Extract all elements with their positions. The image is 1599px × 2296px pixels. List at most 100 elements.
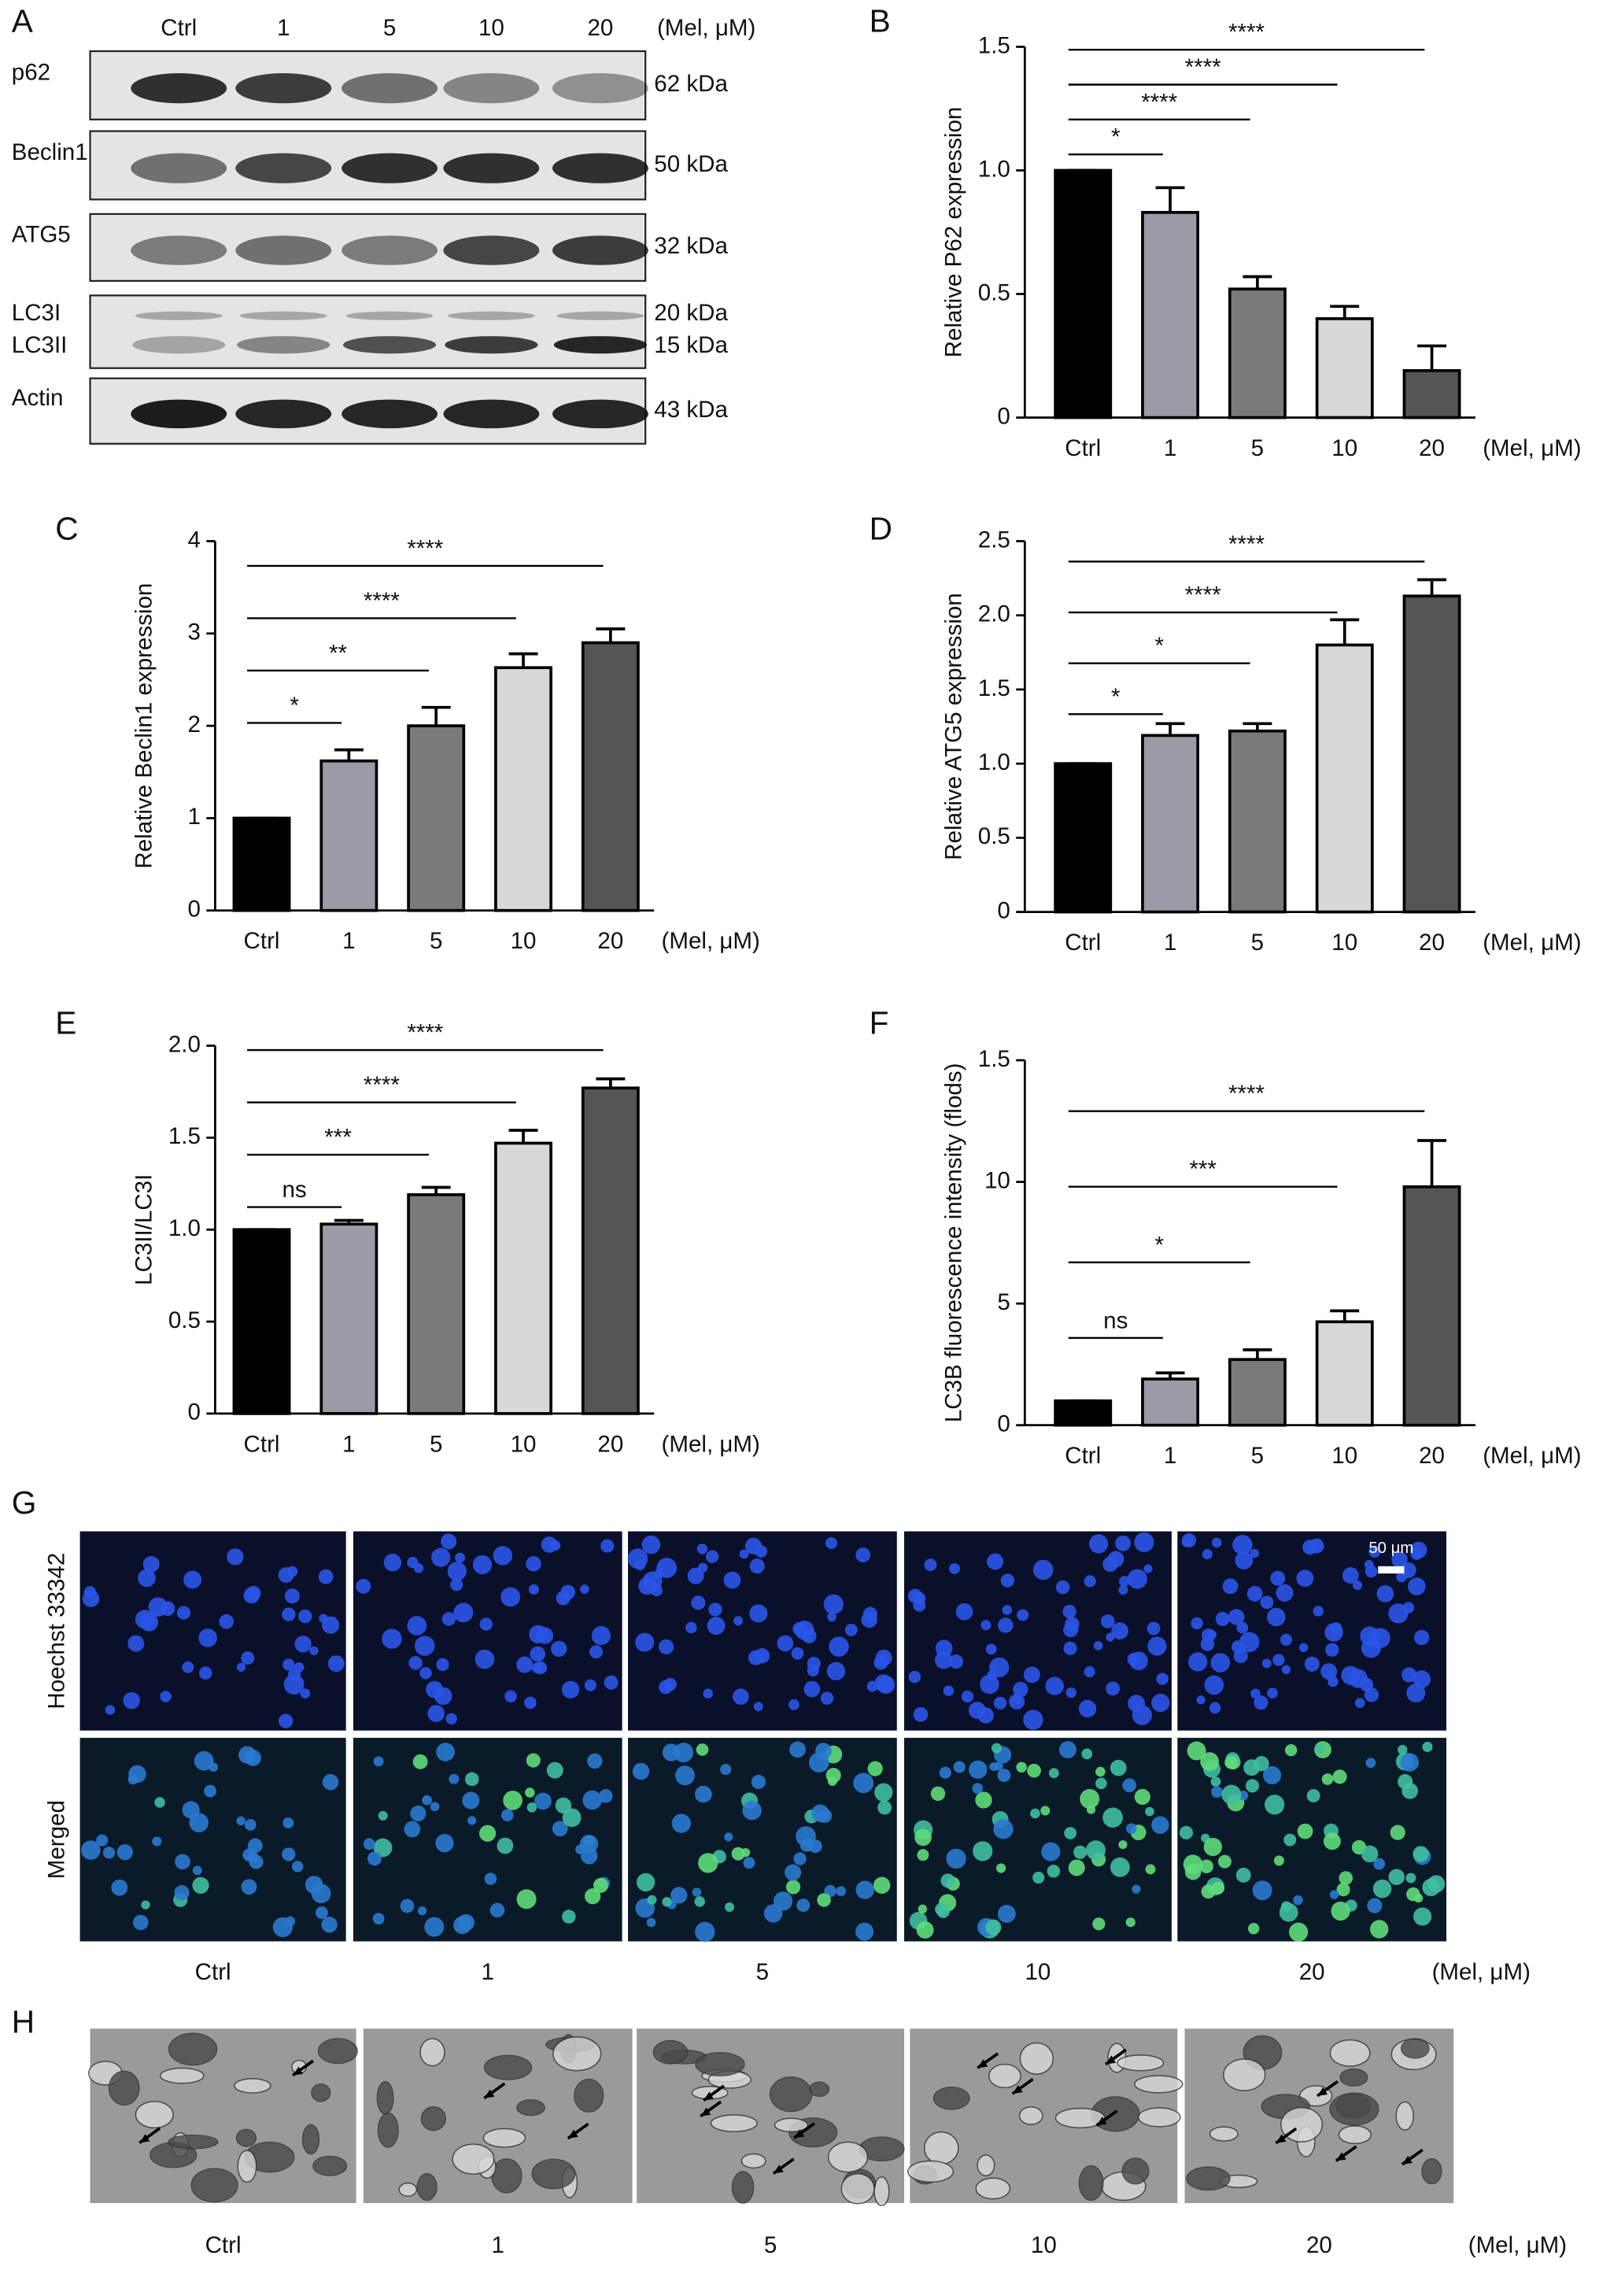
organelle bbox=[1400, 2038, 1430, 2059]
cell-nucleus bbox=[913, 1706, 929, 1722]
y-tick-label: 0.5 bbox=[168, 1307, 201, 1333]
organelle bbox=[317, 2038, 358, 2065]
cell-nucleus bbox=[462, 1791, 480, 1810]
cell-nucleus bbox=[985, 1919, 1002, 1936]
cell-nucleus bbox=[723, 1571, 741, 1589]
cell-nucleus bbox=[641, 1535, 661, 1555]
y-tick-label: 0.5 bbox=[978, 823, 1010, 849]
y-tick-label: 0 bbox=[997, 1411, 1010, 1436]
cell-nucleus bbox=[1354, 1698, 1365, 1708]
cell-nucleus bbox=[419, 1666, 432, 1680]
unit-label: (Mel, μM) bbox=[1432, 1959, 1531, 1985]
organelle bbox=[516, 2099, 545, 2117]
micrograph bbox=[628, 1737, 897, 1943]
cell-nucleus bbox=[133, 1914, 149, 1931]
x-tick-label: 1 bbox=[1164, 1443, 1176, 1469]
x-tick-label: 5 bbox=[1251, 435, 1264, 461]
organelle bbox=[1137, 2107, 1181, 2128]
cell-nucleus bbox=[692, 1887, 702, 1897]
cell-nucleus bbox=[658, 1639, 674, 1655]
cell-nucleus bbox=[142, 1555, 160, 1573]
cell-nucleus bbox=[1119, 1576, 1130, 1587]
organelle bbox=[1186, 2166, 1231, 2191]
bar bbox=[494, 666, 552, 912]
cell-nucleus bbox=[1128, 1695, 1146, 1713]
organelle bbox=[809, 2081, 830, 2097]
lane-label: 1 bbox=[277, 15, 290, 41]
cell-nucleus bbox=[1118, 1840, 1128, 1850]
cell-nucleus bbox=[1427, 1875, 1446, 1893]
cell-nucleus bbox=[694, 1785, 712, 1803]
y-tick-label: 1.5 bbox=[978, 675, 1010, 701]
significance-label: * bbox=[1154, 1232, 1164, 1258]
cell-nucleus bbox=[687, 1567, 704, 1584]
cell-nucleus bbox=[1306, 1788, 1320, 1802]
cell-nucleus bbox=[875, 1649, 892, 1666]
cell-nucleus bbox=[298, 1609, 312, 1624]
x-tick-label: 10 bbox=[1331, 930, 1357, 956]
cell-nucleus bbox=[1336, 1883, 1350, 1897]
cell-nucleus bbox=[674, 1743, 694, 1762]
protein-label: ATG5 bbox=[12, 221, 71, 247]
blot-band bbox=[447, 311, 535, 320]
cell-nucleus bbox=[636, 1873, 655, 1892]
cell-nucleus bbox=[1373, 1858, 1386, 1870]
blot-band bbox=[553, 336, 648, 354]
cell-nucleus bbox=[562, 1910, 576, 1924]
cell-nucleus bbox=[696, 1743, 709, 1756]
organelle bbox=[975, 2177, 1011, 2200]
cell-nucleus bbox=[1196, 1695, 1206, 1705]
cell-nucleus bbox=[980, 1620, 992, 1631]
cell-nucleus bbox=[427, 1705, 445, 1722]
cell-nucleus bbox=[356, 1578, 371, 1594]
cell-nucleus bbox=[1200, 1637, 1215, 1651]
row-label: Hoechst 33342 bbox=[44, 1553, 70, 1710]
cell-nucleus bbox=[1199, 1859, 1213, 1873]
cell-nucleus bbox=[417, 1906, 427, 1916]
organelle bbox=[840, 2172, 875, 2205]
cell-nucleus bbox=[1145, 1806, 1154, 1817]
y-tick-label: 1.0 bbox=[978, 156, 1010, 182]
blot-band bbox=[237, 336, 331, 354]
cell-nucleus bbox=[1200, 1752, 1220, 1771]
cell-nucleus bbox=[980, 1674, 999, 1695]
cell-nucleus bbox=[1280, 1633, 1293, 1646]
cell-nucleus bbox=[1361, 1845, 1379, 1863]
cell-nucleus bbox=[1111, 1622, 1128, 1640]
x-tick-label: Ctrl bbox=[1065, 435, 1101, 461]
protein-label: LC3II bbox=[12, 332, 68, 358]
cell-nucleus bbox=[123, 1691, 141, 1710]
organelle bbox=[376, 2080, 394, 2115]
y-tick-label: 5 bbox=[997, 1289, 1010, 1315]
cell-nucleus bbox=[528, 1584, 539, 1595]
size-label: 15 kDa bbox=[654, 332, 728, 358]
cell-nucleus bbox=[993, 1696, 1007, 1710]
x-tick-label: 20 bbox=[1419, 1443, 1445, 1469]
arrow-head bbox=[567, 2129, 578, 2139]
cell-nucleus bbox=[785, 1880, 801, 1895]
cell-nucleus bbox=[105, 1705, 116, 1715]
micrograph bbox=[627, 1531, 897, 1731]
bar bbox=[319, 759, 379, 912]
bar bbox=[1402, 1185, 1461, 1427]
cell-nucleus bbox=[732, 1688, 749, 1705]
blot-band bbox=[131, 73, 227, 104]
cell-nucleus bbox=[593, 1877, 609, 1893]
y-axis-label: LC3II/LC3I bbox=[131, 1174, 157, 1285]
bar bbox=[1054, 762, 1113, 914]
cell-nucleus bbox=[1040, 1806, 1051, 1816]
bar bbox=[1402, 594, 1461, 914]
organelle bbox=[301, 2124, 320, 2155]
cell-nucleus bbox=[989, 1657, 1010, 1677]
cell-nucleus bbox=[744, 1537, 762, 1555]
cell-nucleus bbox=[282, 1847, 296, 1862]
cell-nucleus bbox=[1122, 1778, 1136, 1793]
cell-nucleus bbox=[1156, 1673, 1169, 1685]
cell-nucleus bbox=[751, 1774, 766, 1789]
cell-nucleus bbox=[1413, 1907, 1432, 1926]
cell-nucleus bbox=[431, 1547, 451, 1567]
x-tick-label: Ctrl bbox=[1065, 930, 1101, 956]
cell-nucleus bbox=[1187, 1741, 1206, 1761]
cell-nucleus bbox=[584, 1679, 596, 1691]
x-unit-label: (Mel, μM) bbox=[1483, 1443, 1581, 1469]
